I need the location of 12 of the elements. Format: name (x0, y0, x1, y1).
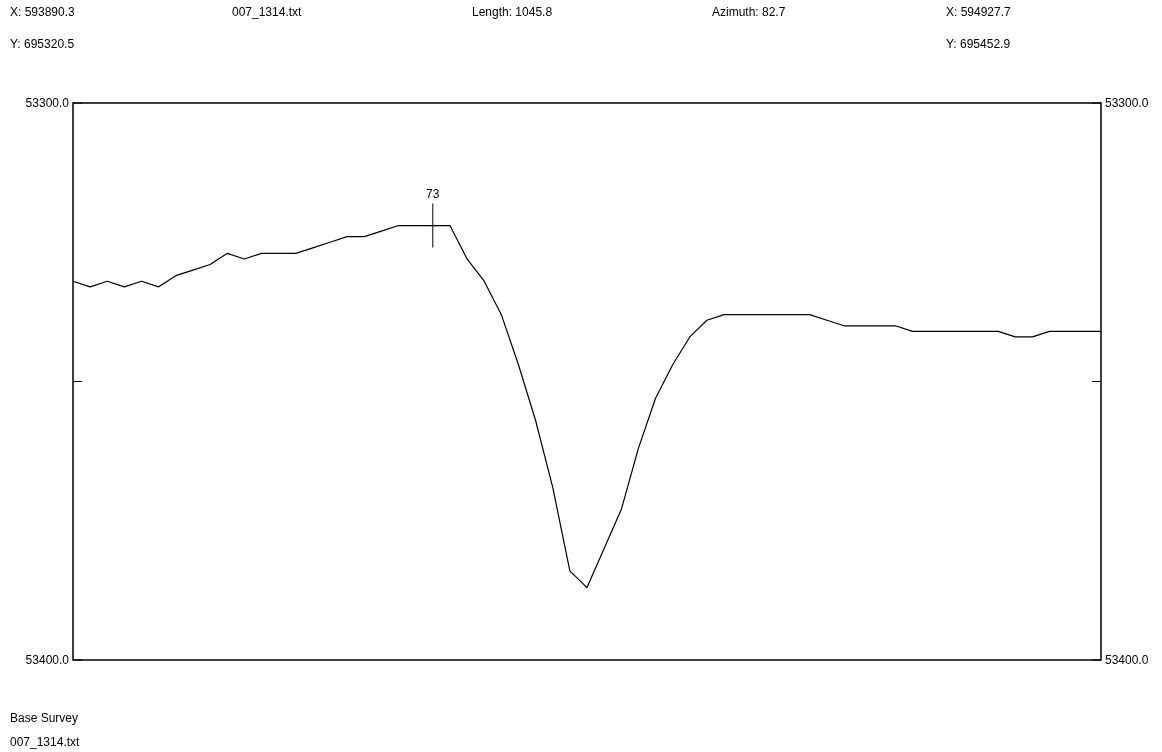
y2-tick-label: 53300.0 (1105, 96, 1149, 110)
text: Base Survey (10, 711, 79, 725)
text: X: 593890.3 (10, 5, 76, 19)
text: 007_1314.txt (232, 5, 303, 19)
annotation: 73 (426, 186, 440, 201)
text: 007_1314.txt (10, 735, 81, 749)
text: Length: 1045.8 (472, 5, 553, 19)
y2-tick-label: 53400.0 (1105, 653, 1149, 667)
text: Y: 695320.5 (10, 37, 75, 51)
text: Azimuth: 82.7 (712, 5, 786, 19)
text: Y: 695452.9 (946, 37, 1011, 51)
text: X: 594927.7 (946, 5, 1012, 19)
